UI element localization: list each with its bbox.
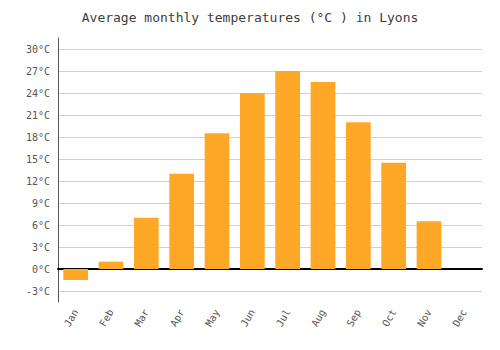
svg-text:Dec: Dec [451,307,470,328]
svg-text:6°C: 6°C [32,220,50,231]
svg-text:30°C: 30°C [26,44,50,55]
svg-text:Jul: Jul [274,307,293,328]
svg-text:18°C: 18°C [26,132,50,143]
svg-text:May: May [203,307,222,328]
svg-text:21°C: 21°C [26,110,50,121]
svg-text:-3°C: -3°C [26,286,50,297]
svg-text:Jan: Jan [62,307,81,328]
svg-text:Sep: Sep [345,307,364,328]
svg-text:Average monthly temperatures (: Average monthly temperatures (°C ) in Ly… [82,10,419,25]
svg-text:Jun: Jun [239,307,258,328]
svg-text:27°C: 27°C [26,66,50,77]
svg-text:Aug: Aug [309,307,328,328]
svg-text:12°C: 12°C [26,176,50,187]
svg-text:Feb: Feb [97,307,116,328]
svg-text:0°C: 0°C [32,264,50,275]
svg-text:Oct: Oct [380,307,399,328]
svg-text:15°C: 15°C [26,154,50,165]
svg-text:24°C: 24°C [26,88,50,99]
svg-text:3°C: 3°C [32,242,50,253]
svg-text:Nov: Nov [415,307,434,328]
svg-text:9°C: 9°C [32,198,50,209]
svg-text:Apr: Apr [168,307,187,328]
svg-text:Mar: Mar [133,307,152,328]
